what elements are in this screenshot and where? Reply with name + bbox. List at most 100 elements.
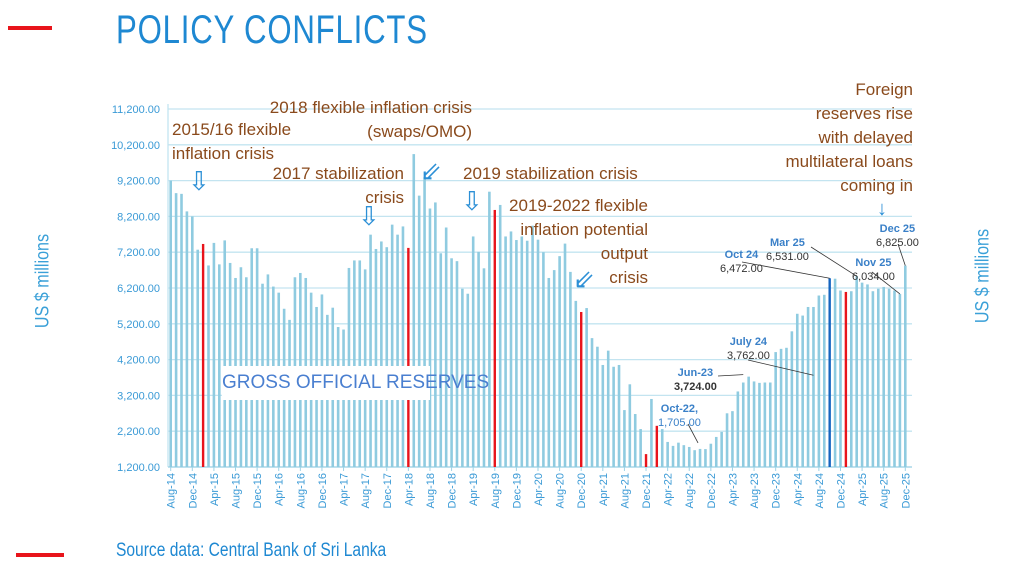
x-tick-label: Apr-21 <box>598 473 610 506</box>
bar <box>693 450 696 467</box>
annotation-line: crisis <box>609 268 648 287</box>
bar <box>704 449 707 467</box>
bar <box>417 195 421 468</box>
annotation-line: Foreign <box>855 80 913 99</box>
bar <box>612 366 615 467</box>
annotation-2015-16: 2015/16 flexible inflation crisis <box>172 118 291 166</box>
bar <box>358 260 362 467</box>
annotation-2019: 2019 stabilization crisis <box>463 162 638 186</box>
bar <box>558 256 561 467</box>
bar <box>790 331 794 467</box>
red-accent-bottom <box>16 553 64 557</box>
bar <box>385 247 389 467</box>
bar <box>736 391 740 467</box>
bar <box>520 236 524 467</box>
annotation-line: coming in <box>840 176 913 195</box>
data-label-value: 1,705.00 <box>658 417 701 429</box>
bar <box>882 286 885 467</box>
y-tick-label: 1,200.00 <box>117 462 160 474</box>
bar <box>698 448 702 467</box>
bar <box>833 278 837 467</box>
bar <box>574 300 578 467</box>
bar <box>644 454 648 467</box>
x-tick-label: Dec-23 <box>771 473 783 508</box>
bar <box>218 264 221 467</box>
bar <box>180 193 183 467</box>
annotation-2018: 2018 flexible inflation crisis (swaps/OM… <box>270 96 472 144</box>
bar <box>169 180 173 467</box>
bar <box>542 252 545 467</box>
x-tick-label: Aug-14 <box>166 473 178 508</box>
arrow-down-icon: ⇩ <box>188 166 210 196</box>
bar <box>444 227 448 467</box>
bar <box>785 347 788 467</box>
bar <box>844 291 848 467</box>
bar <box>509 231 513 467</box>
bar <box>196 249 200 467</box>
x-tick-label: Aug-21 <box>619 473 631 508</box>
bar <box>817 295 821 467</box>
x-tick-label: Apr-17 <box>339 473 351 506</box>
bar <box>191 216 194 467</box>
bar <box>801 315 804 467</box>
x-tick-label: Apr-20 <box>533 473 545 506</box>
x-tick-label: Apr-25 <box>857 473 869 506</box>
bar <box>628 384 632 467</box>
data-label-value: 6,034.00 <box>852 271 895 283</box>
x-tick-label: Dec-17 <box>382 473 394 508</box>
bar <box>866 284 869 467</box>
data-label-month: Dec 25 <box>879 223 916 235</box>
bar <box>423 177 426 468</box>
bar <box>531 225 534 467</box>
bar <box>477 251 480 467</box>
leader-line <box>687 423 699 444</box>
bar <box>725 413 729 467</box>
x-tick-label: Apr-19 <box>468 473 480 506</box>
annotation-line: crisis <box>365 188 404 207</box>
bar <box>461 288 464 467</box>
x-tick-label: Aug-19 <box>490 473 502 508</box>
arrow-down-icon: ⇩ <box>461 186 483 216</box>
bar <box>369 234 372 467</box>
annotation-line: output <box>600 244 648 263</box>
leader-line <box>747 359 814 376</box>
bar <box>374 248 378 467</box>
x-tick-label: Dec-16 <box>317 473 329 508</box>
bar <box>650 398 653 467</box>
bar <box>876 288 880 467</box>
bar <box>758 382 761 467</box>
bar <box>677 442 680 467</box>
annotation-line: inflation potential <box>520 220 648 239</box>
bar <box>871 291 875 467</box>
x-tick-label: Aug-16 <box>295 473 307 508</box>
bar <box>174 193 178 467</box>
x-tick-label: Dec-15 <box>252 473 264 508</box>
annotation-2019-2022: 2019-2022 flexible inflation potential o… <box>509 194 648 290</box>
y-tick-label: 8,200.00 <box>117 211 160 223</box>
data-label-value: 3,762.00 <box>727 350 770 362</box>
bar <box>515 240 518 467</box>
data-label-dec25: Dec 25 6,825.00 <box>876 222 919 250</box>
bar <box>596 346 599 467</box>
bar <box>633 414 637 467</box>
x-tick-label: Apr-24 <box>792 473 804 506</box>
x-tick-label: Dec-20 <box>576 473 588 508</box>
x-tick-label: Aug-25 <box>879 473 891 508</box>
source-note: Source data: Central Bank of Sri Lanka <box>116 540 387 561</box>
bar <box>839 290 842 467</box>
leader-line <box>897 243 906 266</box>
bar <box>623 410 626 467</box>
bar <box>731 411 734 467</box>
bar <box>887 288 891 467</box>
bar <box>720 431 723 467</box>
data-label-nov25: Nov 25 6,034.00 <box>852 256 895 284</box>
bar <box>606 350 610 467</box>
bar <box>741 382 745 467</box>
bar <box>466 293 470 467</box>
bar <box>898 293 902 467</box>
bar <box>201 243 205 467</box>
x-tick-label: Aug-23 <box>749 473 761 508</box>
bar <box>493 209 496 467</box>
y-tick-label: 11,200.00 <box>112 104 160 116</box>
bar <box>855 276 858 467</box>
